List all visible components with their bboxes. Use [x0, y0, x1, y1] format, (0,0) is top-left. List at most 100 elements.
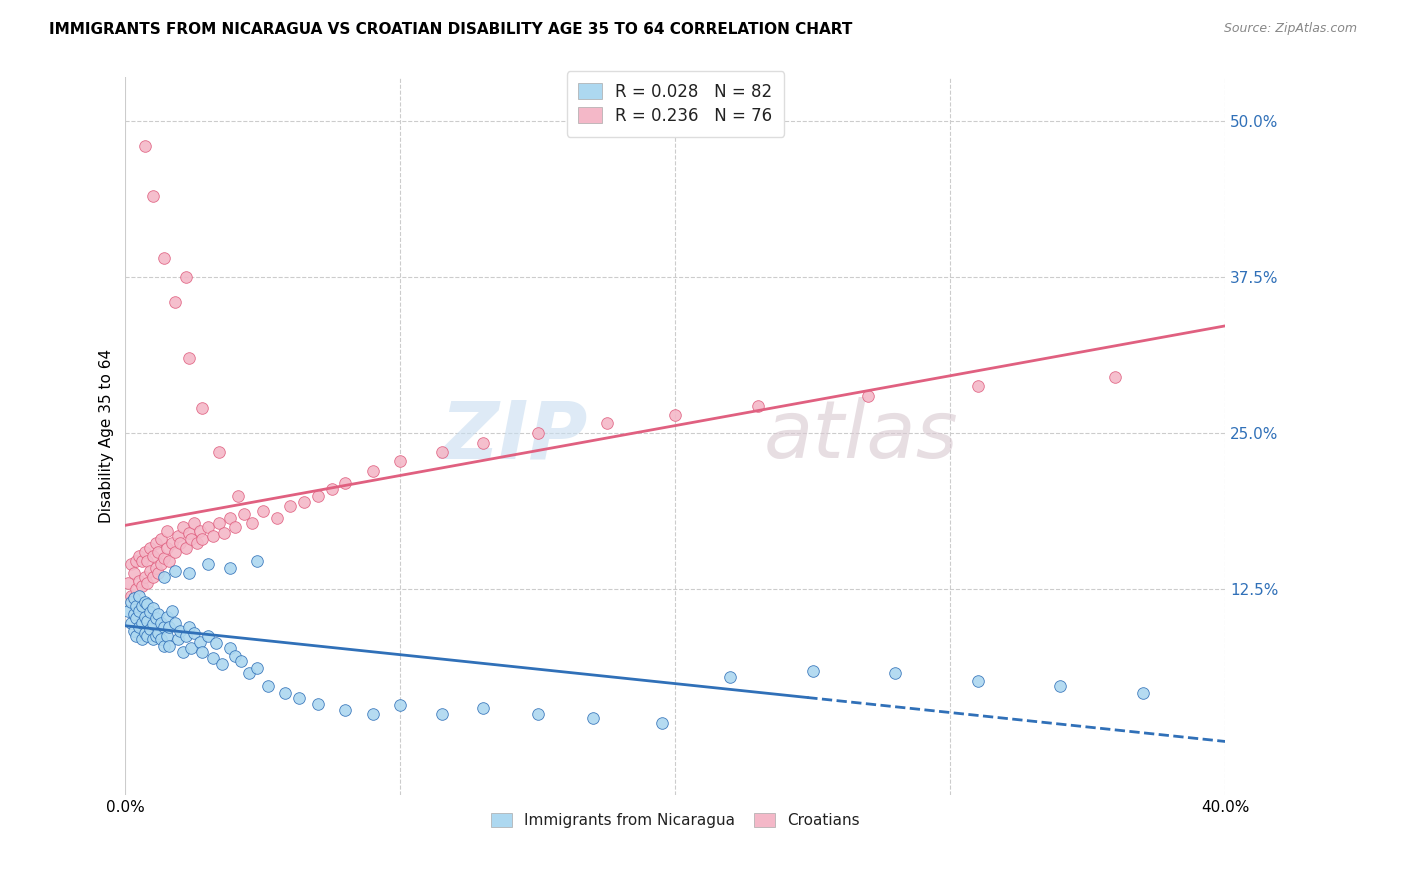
Point — [120, 616, 142, 631]
Point — [128, 620, 150, 634]
Point — [145, 536, 167, 550]
Text: ZIP: ZIP — [440, 398, 588, 475]
Point — [747, 399, 769, 413]
Point — [307, 698, 329, 712]
Point — [131, 632, 153, 647]
Point — [142, 570, 165, 584]
Point — [160, 604, 183, 618]
Text: Source: ZipAtlas.com: Source: ZipAtlas.com — [1223, 22, 1357, 36]
Point — [664, 408, 686, 422]
Point — [142, 617, 165, 632]
Point — [224, 520, 246, 534]
Point — [582, 711, 605, 725]
Point — [148, 566, 170, 581]
Point — [205, 636, 228, 650]
Point — [246, 661, 269, 675]
Point — [292, 495, 315, 509]
Point — [389, 698, 412, 713]
Point — [219, 561, 242, 575]
Point — [134, 610, 156, 624]
Point — [335, 704, 357, 718]
Legend: Immigrants from Nicaragua, Croatians: Immigrants from Nicaragua, Croatians — [485, 806, 866, 834]
Point — [197, 520, 219, 534]
Point — [153, 620, 176, 634]
Point — [117, 604, 139, 618]
Point — [471, 436, 494, 450]
Point — [145, 629, 167, 643]
Point — [153, 570, 176, 584]
Point — [153, 639, 176, 653]
Text: atlas: atlas — [763, 398, 957, 475]
Point — [202, 651, 225, 665]
Point — [159, 554, 181, 568]
Point — [153, 551, 176, 566]
Point — [136, 614, 159, 628]
Point — [389, 454, 412, 468]
Point — [139, 564, 162, 578]
Point — [651, 716, 673, 731]
Point — [128, 574, 150, 588]
Point — [257, 679, 280, 693]
Point — [122, 591, 145, 606]
Point — [361, 464, 384, 478]
Point — [125, 629, 148, 643]
Point — [430, 707, 453, 722]
Point — [197, 629, 219, 643]
Point — [177, 526, 200, 541]
Point — [122, 591, 145, 606]
Point — [430, 445, 453, 459]
Point — [884, 666, 907, 681]
Point — [159, 620, 181, 634]
Point — [966, 379, 988, 393]
Point — [240, 516, 263, 531]
Point — [131, 616, 153, 631]
Point — [224, 648, 246, 663]
Point — [134, 595, 156, 609]
Point — [274, 686, 297, 700]
Point — [120, 595, 142, 609]
Point — [280, 499, 302, 513]
Point — [183, 516, 205, 531]
Point — [139, 605, 162, 619]
Text: IMMIGRANTS FROM NICARAGUA VS CROATIAN DISABILITY AGE 35 TO 64 CORRELATION CHART: IMMIGRANTS FROM NICARAGUA VS CROATIAN DI… — [49, 22, 852, 37]
Point — [191, 533, 214, 547]
Point — [238, 666, 260, 681]
Point — [801, 664, 824, 678]
Point — [307, 489, 329, 503]
Point — [266, 511, 288, 525]
Point — [471, 701, 494, 715]
Point — [177, 566, 200, 581]
Point — [156, 524, 179, 538]
Point — [122, 566, 145, 581]
Point — [150, 632, 173, 647]
Point — [527, 707, 550, 722]
Point — [122, 607, 145, 622]
Point — [172, 520, 194, 534]
Point — [966, 673, 988, 688]
Point — [595, 417, 617, 431]
Point — [156, 610, 179, 624]
Point — [120, 589, 142, 603]
Point — [174, 629, 197, 643]
Point — [188, 524, 211, 538]
Point — [527, 426, 550, 441]
Point — [229, 654, 252, 668]
Point — [163, 295, 186, 310]
Point — [153, 252, 176, 266]
Point — [183, 626, 205, 640]
Point — [208, 445, 231, 459]
Point — [139, 541, 162, 556]
Point — [211, 657, 233, 672]
Point — [139, 623, 162, 637]
Point — [197, 558, 219, 572]
Point — [148, 626, 170, 640]
Point — [159, 639, 181, 653]
Point — [163, 616, 186, 631]
Point — [148, 607, 170, 622]
Point — [150, 616, 173, 631]
Point — [174, 541, 197, 556]
Point — [136, 554, 159, 568]
Point — [120, 558, 142, 572]
Point — [122, 624, 145, 638]
Point — [1049, 679, 1071, 693]
